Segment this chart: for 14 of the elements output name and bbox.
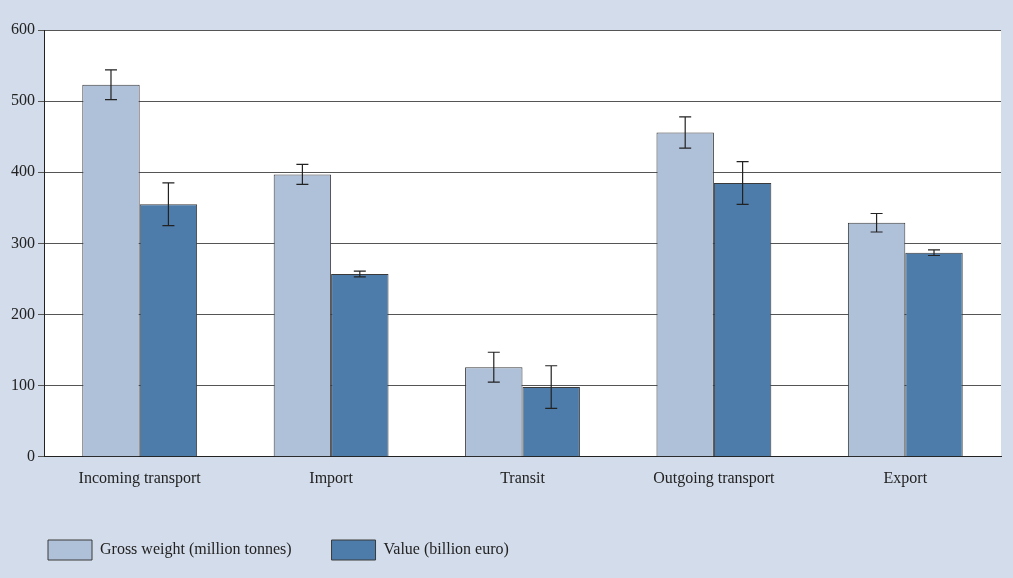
legend-label: Value (billion euro) (383, 540, 509, 559)
y-tick-label: 400 (11, 162, 35, 180)
y-tick-label: 0 (27, 447, 35, 464)
y-tick-label: 600 (11, 20, 35, 38)
x-tick-label: Outgoing transport (653, 468, 776, 487)
y-tick-label: 500 (11, 91, 35, 109)
legend-label: Gross weight (million tonnes) (100, 540, 292, 559)
x-tick-label: Export (883, 468, 928, 487)
y-tick-label: 100 (11, 375, 35, 393)
y-tick-label: 200 (11, 304, 35, 322)
x-tick-label: Incoming transport (78, 468, 202, 487)
x-tick-label: Transit (500, 468, 546, 486)
y-tick-label: 300 (11, 233, 35, 251)
x-tick-label: Import (309, 468, 354, 487)
